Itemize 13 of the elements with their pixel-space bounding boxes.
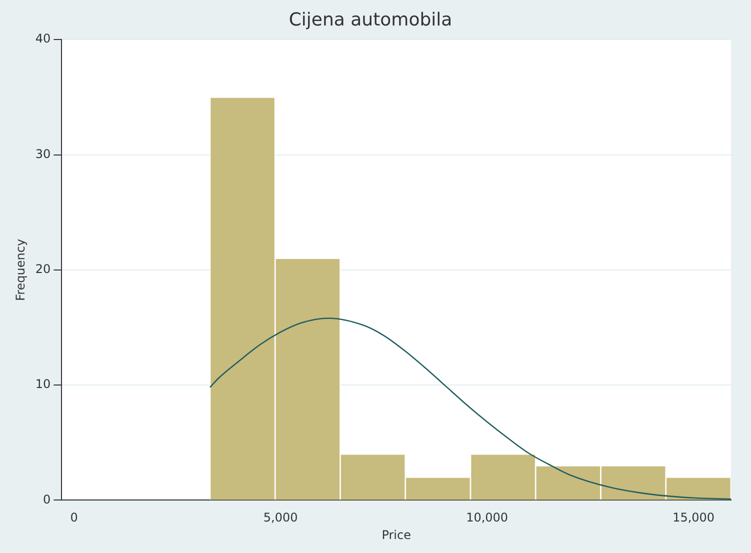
y-tick-label: 30 xyxy=(35,146,51,161)
x-tick-label: 15,000 xyxy=(672,510,715,525)
x-tick-label: 10,000 xyxy=(466,510,508,525)
y-tick-label: 40 xyxy=(35,32,51,46)
y-axis-title: Frequency xyxy=(13,238,28,301)
x-axis-title: Price xyxy=(382,528,411,542)
y-tick-label: 0 xyxy=(43,492,51,506)
x-tick-label: 0 xyxy=(70,510,78,525)
x-tick-label: 5,000 xyxy=(263,510,298,525)
y-tick-label: 20 xyxy=(35,262,51,276)
y-tick-label: 10 xyxy=(35,377,51,392)
chart-title: Cijena automobila xyxy=(288,9,452,30)
line-series xyxy=(209,318,731,500)
